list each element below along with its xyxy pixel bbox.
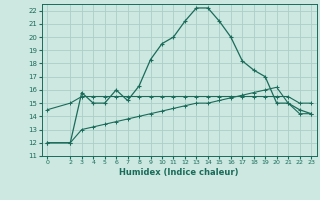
X-axis label: Humidex (Indice chaleur): Humidex (Indice chaleur) bbox=[119, 168, 239, 177]
